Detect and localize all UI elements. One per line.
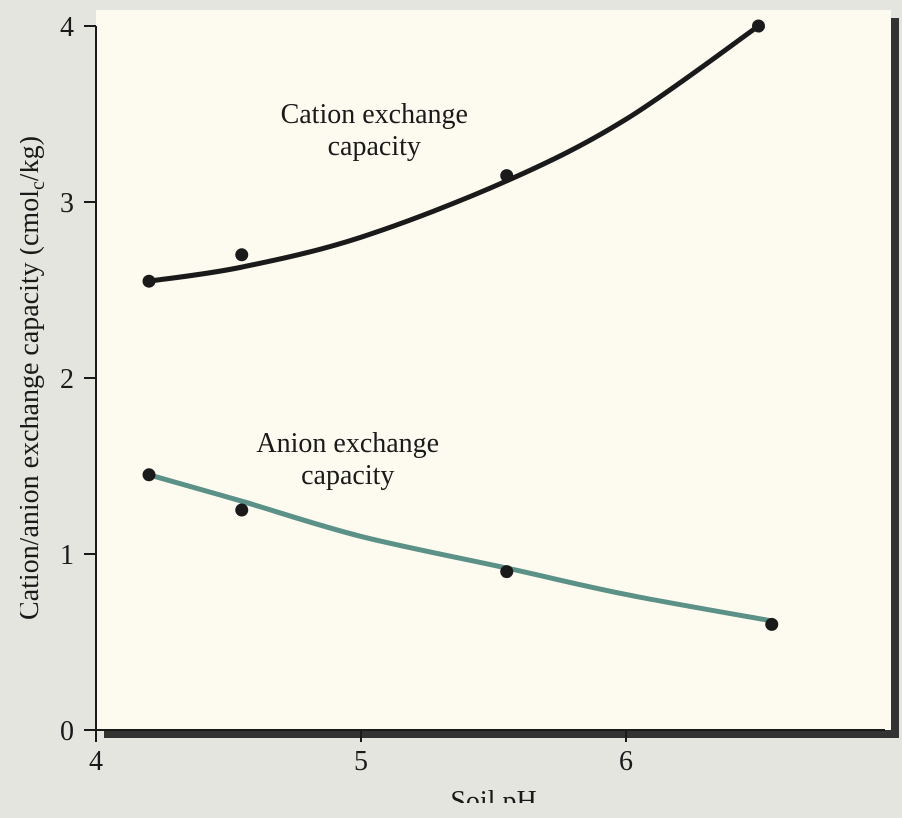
y-tick-label: 0 [60,716,74,747]
chart-svg: 4 5 6 7 0 1 2 3 4 Cation exchangecapacity Anion e… [20,8,885,803]
axes [84,26,885,742]
cation-series-label: Cation exchangecapacity [281,99,468,162]
y-tick-label: 3 [60,188,74,219]
x-axis-title: Soil pH [450,786,536,803]
data-point-marker [143,468,156,481]
x-tick-label: 7 [884,746,885,777]
y-tick-label: 2 [60,364,74,395]
data-point-marker [235,504,248,517]
anion-series-line [149,475,772,621]
cation-series-line [149,26,759,281]
data-point-marker [752,20,765,33]
x-tick-label: 4 [89,746,103,777]
y-tick-label: 4 [60,12,74,43]
x-tick-label: 5 [354,746,368,777]
series-labels: Cation exchangecapacity Anion exchangecap… [256,99,468,491]
anion-series-label: Anion exchangecapacity [256,428,439,491]
data-point-marker [143,275,156,288]
tick-labels: 4 5 6 7 0 1 2 3 4 [60,12,885,777]
chart-frame: 4 5 6 7 0 1 2 3 4 Cation exchangecapacity Anion e… [20,8,885,803]
y-tick-label: 1 [60,540,74,571]
data-point-marker [765,618,778,631]
data-point-marker [235,248,248,261]
data-point-marker [500,169,513,182]
data-point-marker [500,565,513,578]
x-tick-label: 6 [619,746,633,777]
y-axis-title: Cation/anion exchange capacity (cmolc/kg… [20,136,49,620]
